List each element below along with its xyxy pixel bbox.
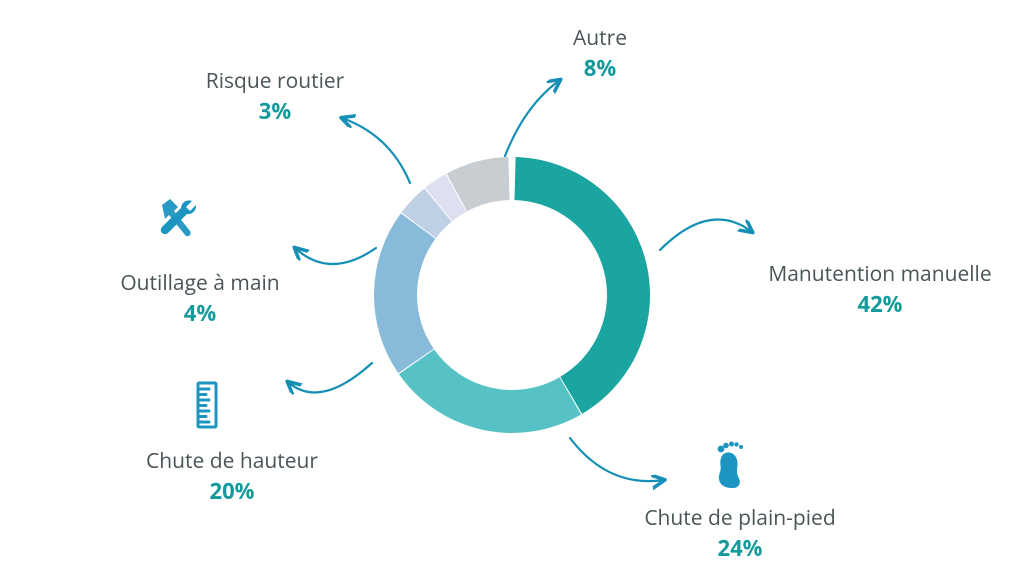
slice-label-title: Autre [460,24,740,52]
slice-label: Chute de hauteur20% [92,447,372,507]
callout-arrow [505,80,560,156]
callout-arrow [295,248,376,264]
donut-slice [512,157,650,414]
slice-icon [182,380,232,430]
slice-label-pct: 20% [92,477,372,507]
donut-slice [399,349,581,433]
callout-arrow [570,438,664,481]
ruler-icon [182,380,232,430]
callout-arrow [342,118,410,183]
tools-icon [152,195,202,245]
slice-label-pct: 8% [460,54,740,84]
slice-label-pct: 3% [135,97,415,127]
slice-icon [704,440,754,490]
slice-label-pct: 4% [60,299,340,329]
slice-label-title: Manutention manuelle [740,260,1020,288]
slice-icon [152,195,202,245]
slice-label: Outillage à main4% [60,269,340,329]
slice-label-pct: 24% [600,534,880,564]
slice-label: Chute de plain-pied24% [600,504,880,564]
donut-chart-container: Manutention manuelle42% Chute de plain-pi… [0,0,1024,576]
donut-slice [374,213,435,373]
callout-arrow [288,363,372,392]
callout-arrow [660,220,752,250]
slice-label: Manutention manuelle42% [740,260,1020,320]
slice-label-title: Chute de hauteur [92,447,372,475]
foot-icon [704,440,754,490]
slice-label-pct: 42% [740,290,1020,320]
donut-separator [508,156,515,201]
slice-label-title: Outillage à main [60,269,340,297]
slice-label-title: Chute de plain-pied [600,504,880,532]
slice-label-title: Risque routier [135,67,415,95]
slice-label: Autre8% [460,24,740,84]
slice-label: Risque routier3% [135,67,415,127]
